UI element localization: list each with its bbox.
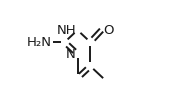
Text: NH: NH <box>56 24 76 37</box>
Text: O: O <box>103 24 114 37</box>
Text: N: N <box>66 48 75 61</box>
Text: H₂N: H₂N <box>27 36 52 49</box>
